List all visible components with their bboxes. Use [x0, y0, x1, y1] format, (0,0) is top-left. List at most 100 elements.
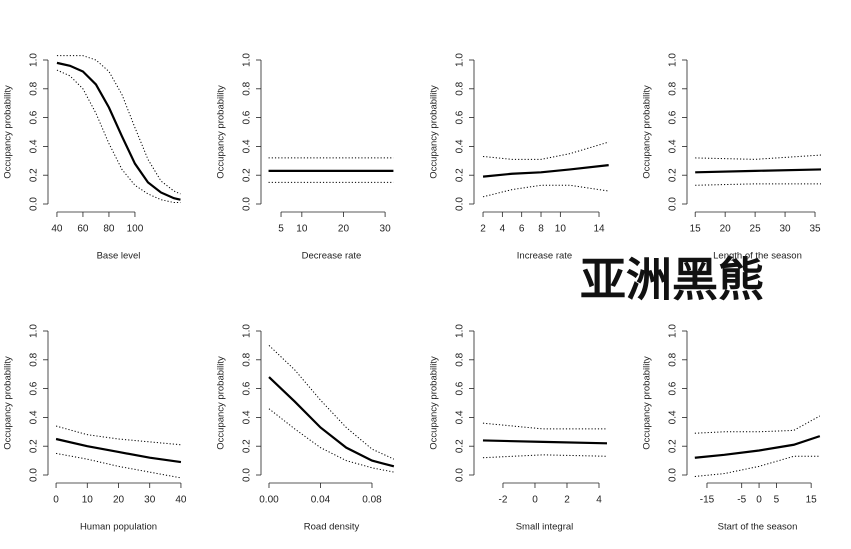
y-tick-label: 0.4 — [242, 410, 253, 424]
x-tick-label: 10 — [296, 224, 308, 235]
x-tick-label: 10 — [555, 224, 567, 235]
x-tick-label: 25 — [750, 224, 762, 235]
panel: 0.0 0.2 0.4 0.6 0.8 1.0 0 10 20 30 40 Human populat… — [3, 324, 187, 533]
x-tick-label: 8 — [538, 224, 544, 235]
y-tick-label: 0.6 — [29, 381, 40, 395]
confidence-line — [55, 452, 182, 479]
y-tick-label: 0.6 — [668, 381, 679, 395]
x-axis-label: Start of the season — [718, 522, 798, 533]
x-axis-label: Base level — [97, 251, 141, 262]
mean-line — [695, 168, 822, 174]
y-tick-label: 0.2 — [29, 168, 40, 182]
y-axis-label: Occupancy probability — [429, 356, 440, 450]
confidence-line — [482, 141, 609, 160]
x-tick-label: 100 — [127, 224, 144, 235]
y-tick-label: 0.8 — [668, 352, 679, 366]
x-tick-label: 0.04 — [311, 495, 331, 506]
y-tick-label: 0.0 — [455, 468, 466, 482]
mean-line — [482, 164, 609, 178]
confidence-line — [695, 183, 821, 186]
y-tick-label: 0.8 — [242, 81, 253, 95]
x-tick-label: 2 — [564, 495, 570, 506]
y-tick-label: 0.6 — [668, 110, 679, 124]
y-tick-label: 0.2 — [668, 168, 679, 182]
x-tick-label: 40 — [175, 495, 187, 506]
y-tick-label: 0.4 — [455, 410, 466, 424]
y-tick-label: 0.8 — [455, 352, 466, 366]
plot-area — [268, 157, 394, 183]
y-axis-label: Occupancy probability — [3, 356, 14, 450]
plot-area — [482, 141, 609, 198]
y-tick-label: 1.0 — [455, 324, 466, 338]
x-tick-label: 20 — [720, 224, 732, 235]
y-tick-label: 1.0 — [242, 53, 253, 67]
plot-area — [695, 154, 822, 186]
y-axis-label: Occupancy probability — [3, 85, 14, 179]
y-tick-label: 0.2 — [668, 439, 679, 453]
y-tick-label: 0.2 — [455, 168, 466, 182]
y-tick-label: 0.6 — [242, 110, 253, 124]
confidence-line — [56, 69, 181, 204]
y-tick-label: 0.0 — [29, 468, 40, 482]
x-tick-label: 4 — [500, 224, 506, 235]
x-tick-label: 35 — [809, 224, 821, 235]
y-tick-label: 0.0 — [455, 197, 466, 211]
plot-area — [482, 422, 608, 459]
x-axis-label: Small integral — [516, 522, 574, 533]
panel: 0.0 0.2 0.4 0.6 0.8 1.0 5 10 20 30 Decrease rate Oc… — [216, 53, 394, 262]
x-tick-label: 0.08 — [362, 495, 382, 506]
x-tick-label: -5 — [737, 495, 746, 506]
panel: 0.0 0.2 0.4 0.6 0.8 1.0 -15 -5 0 5 15 Start of the … — [642, 324, 821, 533]
x-tick-label: 15 — [690, 224, 702, 235]
y-axis-label: Occupancy probability — [216, 356, 227, 450]
y-tick-label: 0.6 — [455, 381, 466, 395]
panel: 0.0 0.2 0.4 0.6 0.8 1.0 2 4 6 8 10 14 Increase rate O… — [429, 53, 609, 262]
confidence-line — [482, 422, 607, 430]
y-tick-label: 0.4 — [668, 139, 679, 153]
x-axis-label: Human population — [80, 522, 157, 533]
confidence-line — [482, 454, 608, 459]
y-tick-label: 0.0 — [668, 197, 679, 211]
y-tick-label: 0.0 — [242, 197, 253, 211]
confidence-line — [694, 455, 820, 477]
plot-area — [268, 345, 395, 473]
x-tick-label: 15 — [806, 495, 818, 506]
y-tick-label: 0.4 — [668, 410, 679, 424]
mean-line — [268, 376, 395, 468]
x-axis-label: Decrease rate — [302, 251, 362, 262]
plot-area — [56, 55, 181, 204]
confidence-line — [694, 415, 821, 434]
mean-line — [482, 439, 608, 445]
x-axis-label: Increase rate — [517, 251, 572, 262]
panel: 0.0 0.2 0.4 0.6 0.8 1.0 15 20 25 30 35 Length of th… — [642, 53, 822, 262]
confidence-line — [482, 184, 609, 198]
y-tick-label: 0.6 — [455, 110, 466, 124]
x-tick-label: -2 — [499, 495, 508, 506]
y-tick-label: 0.8 — [242, 352, 253, 366]
x-tick-label: 10 — [82, 495, 94, 506]
x-tick-label: 2 — [480, 224, 486, 235]
x-tick-label: 30 — [380, 224, 392, 235]
x-tick-label: 60 — [77, 224, 89, 235]
y-tick-label: 0.6 — [29, 110, 40, 124]
y-tick-label: 0.4 — [29, 139, 40, 153]
y-tick-label: 0.8 — [29, 352, 40, 366]
x-tick-label: 6 — [519, 224, 525, 235]
y-tick-label: 1.0 — [668, 324, 679, 338]
y-tick-label: 0.4 — [455, 139, 466, 153]
panel: 0.0 0.2 0.4 0.6 0.8 1.0 -2 0 2 4 Small integral Occ… — [429, 324, 608, 533]
y-tick-label: 0.4 — [242, 139, 253, 153]
y-tick-label: 1.0 — [668, 53, 679, 67]
y-tick-label: 0.6 — [242, 381, 253, 395]
y-tick-label: 0.2 — [455, 439, 466, 453]
watermark: 亚洲黑熊 — [580, 253, 764, 307]
mean-line — [694, 435, 821, 459]
plot-area — [55, 425, 182, 479]
x-tick-label: 5 — [278, 224, 284, 235]
y-axis-label: Occupancy probability — [216, 85, 227, 179]
x-tick-label: 40 — [51, 224, 63, 235]
x-tick-label: 4 — [596, 495, 602, 506]
x-tick-label: 14 — [593, 224, 605, 235]
x-tick-label: -15 — [700, 495, 715, 506]
y-tick-label: 1.0 — [455, 53, 466, 67]
